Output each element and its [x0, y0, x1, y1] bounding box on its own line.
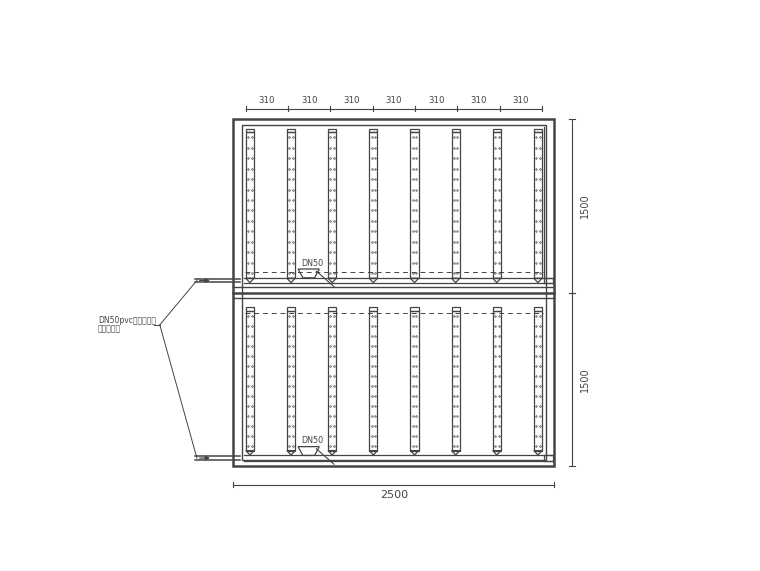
Bar — [328, 311, 337, 451]
Bar — [451, 311, 460, 451]
Bar — [328, 307, 337, 311]
Bar — [287, 311, 295, 451]
Text: 310: 310 — [513, 95, 529, 104]
Bar — [410, 307, 419, 311]
Text: 310: 310 — [385, 95, 402, 104]
Bar — [451, 132, 460, 278]
Bar — [242, 125, 546, 460]
Bar — [492, 132, 501, 278]
Bar — [534, 132, 542, 278]
Bar — [245, 132, 254, 278]
Bar — [328, 132, 337, 278]
Bar — [369, 128, 378, 132]
Bar — [245, 128, 254, 132]
Bar — [233, 119, 554, 467]
Text: DN50: DN50 — [301, 259, 323, 268]
Bar — [410, 311, 419, 451]
Bar — [369, 307, 378, 311]
Bar — [287, 307, 295, 311]
Bar — [492, 307, 501, 311]
Text: 310: 310 — [344, 95, 359, 104]
Bar — [451, 128, 460, 132]
Bar — [287, 128, 295, 132]
Bar — [534, 307, 542, 311]
Text: 1500: 1500 — [581, 194, 591, 218]
Polygon shape — [298, 447, 319, 456]
Bar — [369, 311, 378, 451]
Bar — [534, 311, 542, 451]
Bar — [369, 132, 378, 278]
Bar — [410, 128, 419, 132]
Text: 2500: 2500 — [380, 490, 408, 500]
Text: 1500: 1500 — [581, 367, 591, 392]
Bar — [451, 307, 460, 311]
Bar — [245, 307, 254, 311]
Bar — [410, 132, 419, 278]
Polygon shape — [298, 269, 319, 278]
Text: 310: 310 — [258, 95, 275, 104]
Bar — [287, 132, 295, 278]
Bar — [492, 128, 501, 132]
Bar — [245, 311, 254, 451]
Text: DN50: DN50 — [301, 436, 323, 445]
Bar — [328, 128, 337, 132]
Bar — [492, 311, 501, 451]
Bar — [534, 128, 542, 132]
Text: DN50pvc污泥回流管: DN50pvc污泥回流管 — [98, 316, 156, 325]
Text: 310: 310 — [428, 95, 445, 104]
Text: 接至调节池: 接至调节池 — [98, 325, 121, 333]
Text: 310: 310 — [301, 95, 318, 104]
Text: 310: 310 — [470, 95, 487, 104]
